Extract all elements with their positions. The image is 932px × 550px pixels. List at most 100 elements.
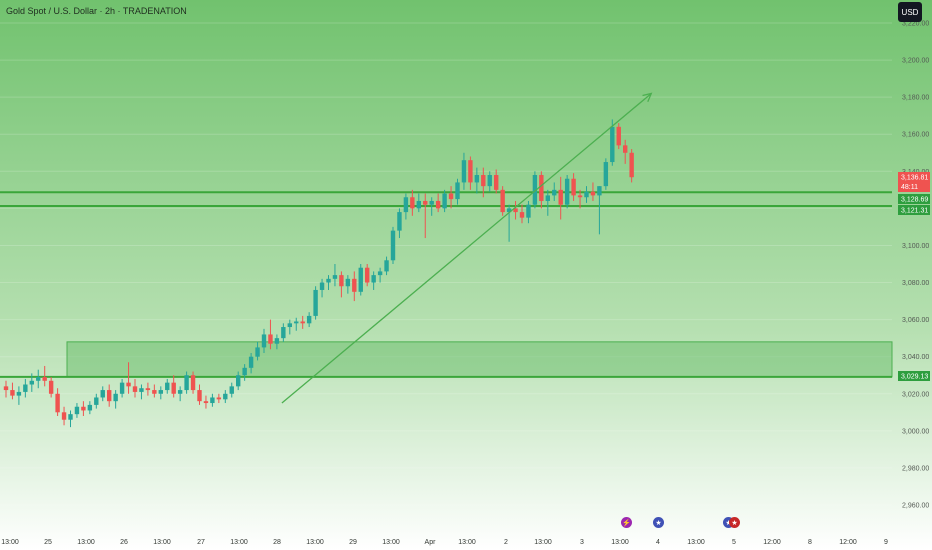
- candle-up: [506, 208, 512, 213]
- candle-up: [377, 271, 383, 276]
- candle-up: [358, 267, 363, 292]
- candle-down: [410, 197, 415, 209]
- x-tick-label: 13:00: [77, 539, 95, 546]
- candle-down: [365, 267, 370, 283]
- x-tick-label: 27: [197, 539, 205, 546]
- x-tick-label: 26: [120, 539, 128, 546]
- candle-down: [55, 393, 60, 413]
- price-label-value: 3,029.13: [901, 374, 928, 381]
- candle-down: [10, 390, 15, 396]
- candle-up: [287, 323, 292, 328]
- candle-down: [468, 160, 473, 183]
- y-tick-label: 3,180.00: [902, 95, 929, 102]
- candle-up: [74, 406, 80, 415]
- candle-up: [236, 375, 241, 387]
- candle-up: [545, 195, 550, 201]
- candle-up: [403, 197, 409, 213]
- us-flag-icon[interactable]: ★: [653, 517, 664, 528]
- candle-up: [210, 397, 215, 404]
- candle-up: [139, 388, 144, 392]
- candle-up: [177, 390, 183, 394]
- candle-down: [126, 382, 131, 387]
- candle-up: [313, 289, 318, 316]
- candle-down: [190, 375, 196, 391]
- candle-up: [184, 375, 189, 391]
- candle-up: [113, 393, 118, 402]
- x-tick-label: 13:00: [1, 539, 19, 546]
- candle-down: [203, 401, 209, 404]
- x-tick-label: 4: [656, 539, 660, 546]
- candle-down: [494, 175, 499, 190]
- support-zone-rect: [66, 341, 893, 378]
- candle-down: [577, 195, 583, 198]
- candle-up: [229, 386, 234, 394]
- y-tick-label: 3,000.00: [902, 428, 929, 435]
- candle-up: [332, 275, 338, 279]
- candle-down: [300, 321, 305, 324]
- price-label-value: 3,128.69: [901, 197, 928, 204]
- candle-down: [500, 189, 505, 213]
- y-tick-label: 3,020.00: [902, 391, 929, 398]
- y-tick-label: 3,080.00: [902, 280, 929, 287]
- price-label-value: 3,136.81: [901, 175, 928, 182]
- x-tick-label: Apr: [425, 539, 437, 546]
- candle-down: [132, 386, 138, 392]
- y-tick-label: 3,160.00: [902, 132, 929, 139]
- y-tick-label: 3,200.00: [902, 58, 929, 65]
- us-flag-icon[interactable]: ★: [729, 517, 740, 528]
- candle-up: [610, 126, 615, 163]
- candle-down: [81, 406, 86, 411]
- x-tick-label: 13:00: [382, 539, 400, 546]
- candle-down: [629, 152, 634, 178]
- x-tick-label: 2: [504, 539, 508, 546]
- candle-down: [216, 397, 222, 400]
- x-tick-label: 9: [884, 539, 888, 546]
- candle-up: [384, 260, 389, 272]
- x-tick-label: 13:00: [306, 539, 324, 546]
- x-tick-label: 13:00: [534, 539, 552, 546]
- candle-up: [326, 278, 331, 283]
- lightning-icon[interactable]: ⚡: [621, 517, 632, 528]
- y-tick-label: 2,960.00: [902, 503, 929, 510]
- x-tick-label: 13:00: [687, 539, 705, 546]
- price-label-box: [898, 194, 930, 204]
- candle-down: [3, 386, 9, 391]
- candle-down: [268, 334, 273, 344]
- y-tick-label: 3,040.00: [902, 354, 929, 361]
- candle-up: [68, 414, 73, 420]
- candle-up: [319, 282, 325, 290]
- x-tick-label: 13:00: [611, 539, 629, 546]
- candle-down: [539, 175, 544, 201]
- candle-up: [442, 193, 447, 209]
- trendline-arrow: [642, 92, 653, 102]
- price-label-countdown: 48:11: [901, 184, 918, 191]
- candle-up: [294, 321, 299, 324]
- candle-up: [371, 275, 376, 283]
- candle-down: [571, 178, 576, 196]
- y-tick-label: 2,980.00: [902, 465, 929, 472]
- candle-down: [481, 175, 486, 187]
- candle-up: [487, 175, 492, 187]
- candle-down: [48, 380, 54, 394]
- x-tick-label: 3: [580, 539, 584, 546]
- candle-down: [197, 390, 202, 402]
- candle-down: [519, 212, 525, 218]
- candle-down: [558, 189, 563, 205]
- candle-up: [474, 175, 480, 183]
- candle-up: [158, 390, 163, 394]
- us-flag-icon[interactable]: ★: [723, 517, 734, 528]
- currency-button[interactable]: USD: [898, 2, 922, 22]
- x-tick-label: 13:00: [458, 539, 476, 546]
- candle-up: [552, 189, 557, 196]
- candle-up: [455, 182, 460, 200]
- candle-up: [223, 393, 228, 400]
- candle-down: [339, 275, 344, 287]
- candle-down: [145, 388, 151, 391]
- candle-up: [119, 382, 125, 394]
- candle-down: [616, 126, 621, 146]
- candle-up: [16, 391, 22, 396]
- candle-up: [274, 338, 280, 344]
- price-label-box: [898, 172, 930, 192]
